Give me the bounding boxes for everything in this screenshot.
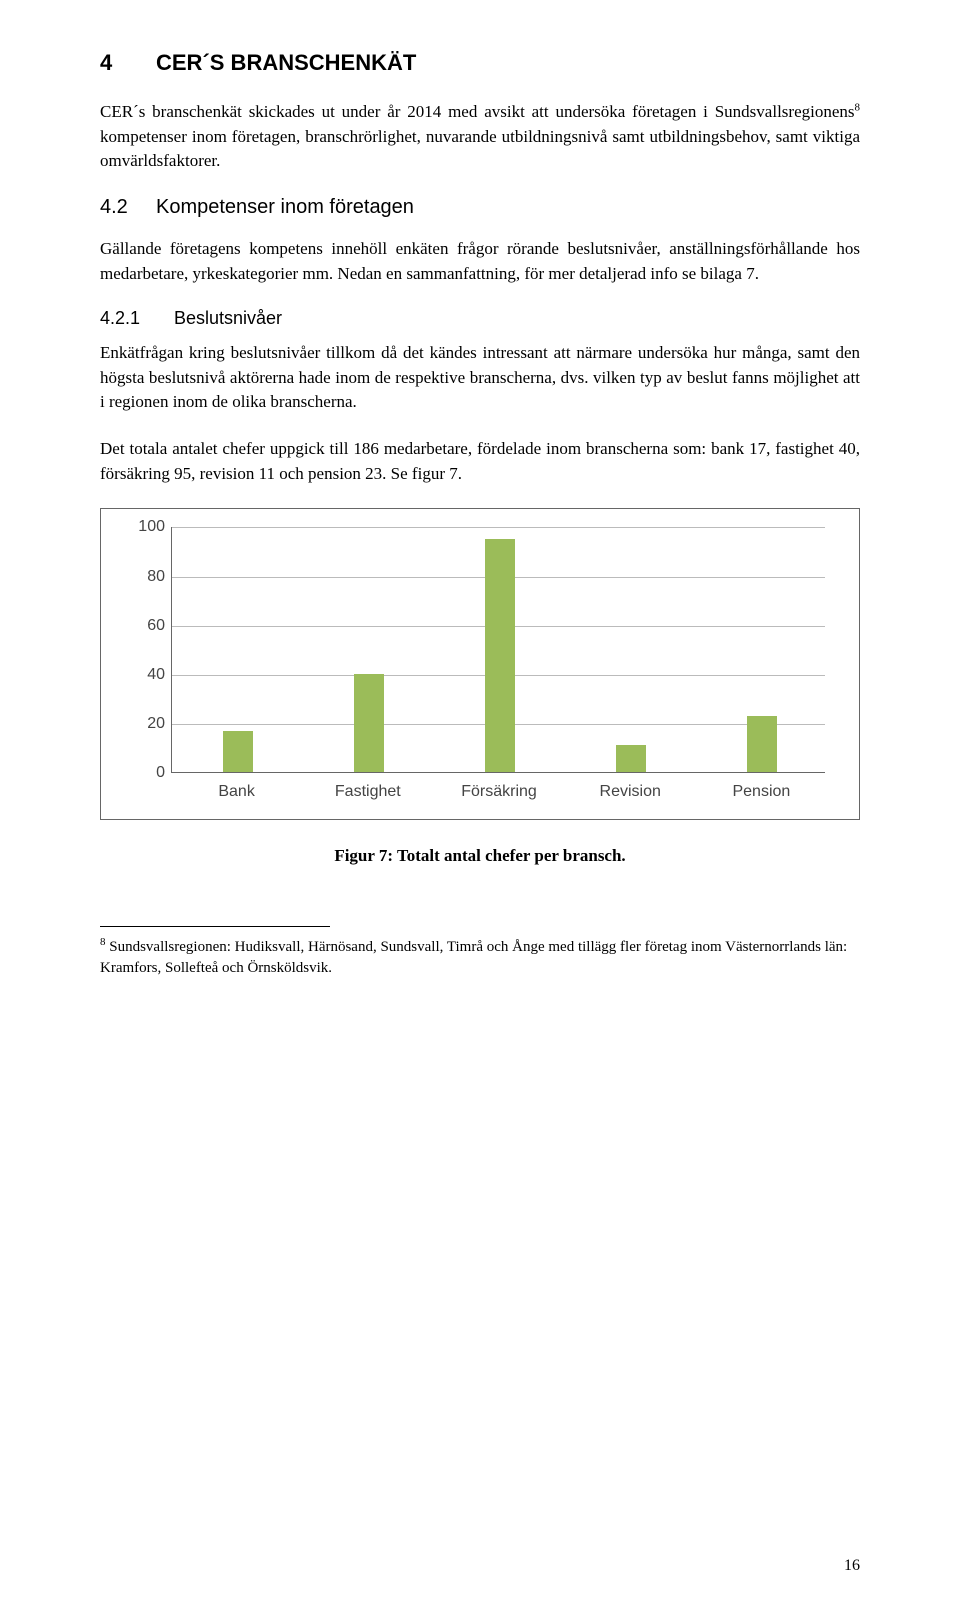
footnote-text: Sundsvallsregionen: Hudiksvall, Härnösan… (100, 939, 847, 976)
heading-text: Kompetenser inom företagen (156, 196, 414, 218)
heading-text: CER´S BRANSCHENKÄT (156, 50, 416, 75)
heading-level-3: 4.2.1Beslutsnivåer (100, 308, 860, 329)
chart-ytick-label: 80 (125, 568, 165, 586)
chart-bar (354, 674, 384, 772)
figure-caption: Figur 7: Totalt antal chefer per bransch… (100, 846, 860, 866)
heading-level-2: 4.2Kompetenser inom företagen (100, 196, 860, 219)
heading-text: Beslutsnivåer (174, 308, 282, 328)
footnote: 8 Sundsvallsregionen: Hudiksvall, Härnös… (100, 935, 860, 979)
chart-bar (485, 539, 515, 773)
chart-bar (616, 745, 646, 772)
chart-xtick-label: Bank (218, 783, 254, 801)
heading-number: 4 (100, 50, 156, 76)
bar-chart: 0 20 40 60 80 100 Bank Fastighet Försäkring Revis… (100, 508, 860, 820)
heading-number: 4.2 (100, 196, 156, 219)
chart-xtick-label: Fastighet (335, 783, 401, 801)
caption-text: Figur 7: Totalt antal chefer per bransch… (334, 846, 625, 865)
chart-xtick-label: Pension (732, 783, 790, 801)
chart-ytick-label: 100 (125, 518, 165, 536)
paragraph-text: kompetenser inom företagen, branschrörli… (100, 127, 860, 171)
heading-number: 4.2.1 (100, 308, 174, 329)
chart-ytick-label: 40 (125, 666, 165, 684)
chart-bar (747, 716, 777, 773)
chart-ytick-label: 0 (125, 764, 165, 782)
chart-ytick-label: 60 (125, 617, 165, 635)
chart-xtick-label: Revision (600, 783, 661, 801)
chart-xtick-label: Försäkring (461, 783, 537, 801)
page-number: 16 (844, 1557, 860, 1575)
paragraph: Gällande företagens kompetens innehöll e… (100, 237, 860, 286)
paragraph-text: CER´s branschenkät skickades ut under år… (100, 102, 855, 121)
footnote-separator (100, 926, 330, 927)
chart-ytick-label: 20 (125, 715, 165, 733)
paragraph: Enkätfrågan kring beslutsnivåer tillkom … (100, 341, 860, 415)
chart-bar (223, 731, 253, 773)
footnote-ref: 8 (855, 101, 861, 113)
heading-level-1: 4CER´S BRANSCHENKÄT (100, 50, 860, 76)
paragraph: CER´s branschenkät skickades ut under år… (100, 100, 860, 174)
paragraph: Det totala antalet chefer uppgick till 1… (100, 437, 860, 486)
